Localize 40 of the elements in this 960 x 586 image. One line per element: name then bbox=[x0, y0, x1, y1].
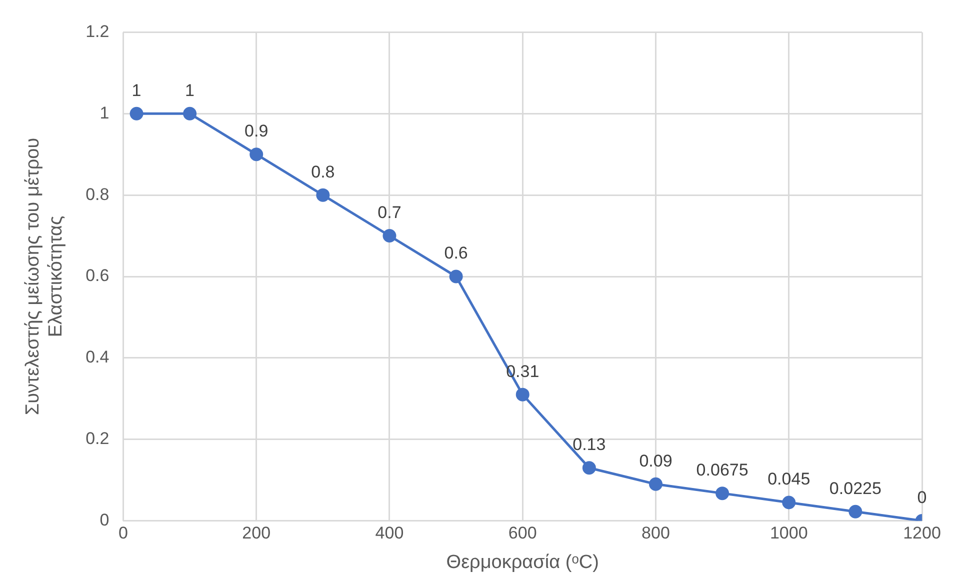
data-label: 0.09 bbox=[639, 451, 672, 470]
data-label: 1 bbox=[185, 80, 195, 100]
y-axis-title: Συντελεστής μείωσης του μέτρου Ελαστικότητας bbox=[22, 138, 66, 416]
y-tick-label: 0.6 bbox=[86, 266, 110, 286]
x-tick-label: 1200 bbox=[903, 524, 941, 543]
point bbox=[382, 229, 396, 243]
data-label: 0 bbox=[917, 488, 927, 507]
point bbox=[250, 148, 264, 162]
data-label: 0.045 bbox=[768, 470, 810, 489]
data-label: 0.13 bbox=[572, 435, 606, 454]
y-tick-label: 0.8 bbox=[86, 184, 110, 204]
point bbox=[848, 504, 862, 518]
x-tick-label: 0 bbox=[118, 524, 128, 543]
y-tick-label: 1 bbox=[100, 103, 110, 122]
x-tick-label: 1000 bbox=[770, 524, 808, 543]
data-label: 0.8 bbox=[311, 162, 335, 182]
x-tick-label: 200 bbox=[242, 524, 271, 543]
data-label: 0.9 bbox=[244, 122, 268, 141]
data-label: 0.7 bbox=[378, 202, 402, 222]
x-tick-label: 800 bbox=[642, 524, 670, 543]
point bbox=[183, 106, 197, 120]
point bbox=[582, 461, 596, 475]
point bbox=[648, 477, 662, 491]
y-tick-label: 0.2 bbox=[86, 429, 110, 448]
y-tick-label: 1.2 bbox=[86, 22, 110, 41]
point bbox=[316, 188, 330, 202]
x-tick-label: 400 bbox=[375, 524, 404, 543]
x-axis-title: Θερμοκρασία (ᵒC) bbox=[446, 552, 599, 573]
point bbox=[449, 270, 463, 284]
y-tick-label: 0 bbox=[100, 510, 110, 530]
data-label: 0.0675 bbox=[696, 460, 748, 480]
data-label: 0.6 bbox=[444, 244, 468, 263]
point bbox=[716, 486, 730, 500]
data-label: 0.0225 bbox=[829, 478, 882, 498]
point bbox=[130, 106, 144, 120]
x-tick-label: 600 bbox=[508, 524, 537, 543]
y-tick-label: 0.4 bbox=[86, 348, 110, 367]
point bbox=[516, 388, 530, 402]
data-label: 1 bbox=[132, 80, 142, 100]
point bbox=[782, 496, 796, 510]
